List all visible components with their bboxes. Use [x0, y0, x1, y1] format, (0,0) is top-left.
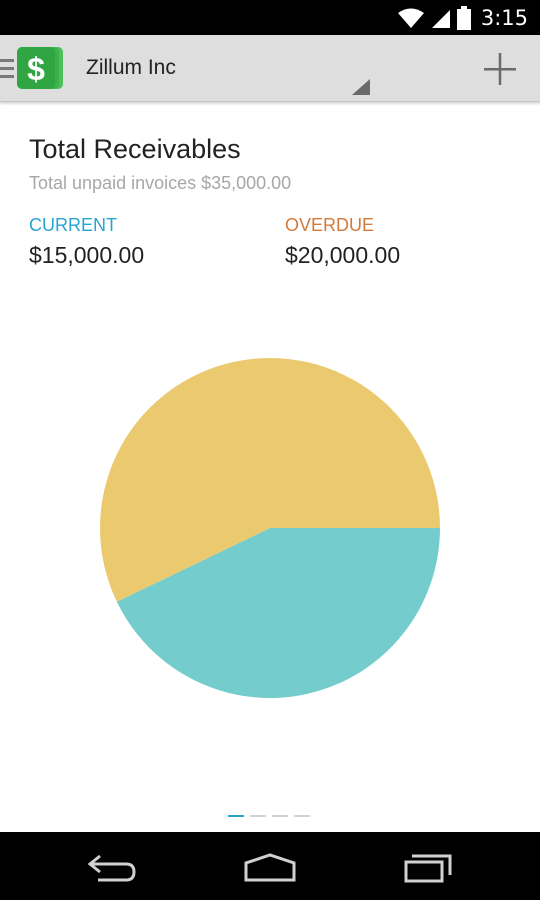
overdue-label: OVERDUE: [285, 215, 375, 235]
back-icon: [87, 854, 136, 882]
current-amount: $15,000.00: [29, 242, 145, 268]
dropdown-arrow-icon[interactable]: [352, 79, 370, 95]
recents-icon: [404, 854, 452, 883]
clock: 3:15: [480, 5, 528, 30]
page-title: Total Receivables: [29, 134, 241, 164]
recents-button[interactable]: [398, 848, 458, 888]
dollar-icon[interactable]: $: [17, 45, 65, 91]
page-indicator: [228, 815, 310, 817]
svg-text:$: $: [27, 51, 45, 87]
navigation-bar: [0, 832, 540, 900]
page-indicator-dot: [228, 815, 244, 817]
action-bar: $ Zillum Inc: [0, 35, 540, 102]
total-unpaid-text: Total unpaid invoices $35,000.00: [29, 173, 292, 193]
home-icon: [244, 853, 296, 882]
add-button[interactable]: [476, 49, 524, 89]
current-label: CURRENT: [29, 215, 117, 235]
page-indicator-dot: [294, 815, 310, 817]
status-icons: 3:15: [397, 0, 528, 35]
receivables-pie-chart[interactable]: [0, 300, 540, 770]
page-indicator-dot: [272, 815, 288, 817]
plus-icon: [484, 53, 516, 85]
battery-icon: [456, 5, 471, 30]
wifi-icon: [397, 8, 424, 28]
drawer-indicator-icon[interactable]: [0, 59, 14, 79]
back-button[interactable]: [82, 848, 142, 888]
pie-slice-current[interactable]: [116, 528, 441, 699]
signal-icon: [431, 9, 450, 28]
home-button[interactable]: [240, 848, 300, 888]
page-indicator-dot: [250, 815, 266, 817]
organization-name[interactable]: Zillum Inc: [86, 56, 176, 79]
pie-slice-overdue[interactable]: [100, 358, 441, 602]
status-bar: 3:15: [0, 0, 540, 35]
overdue-amount: $20,000.00: [285, 242, 401, 268]
